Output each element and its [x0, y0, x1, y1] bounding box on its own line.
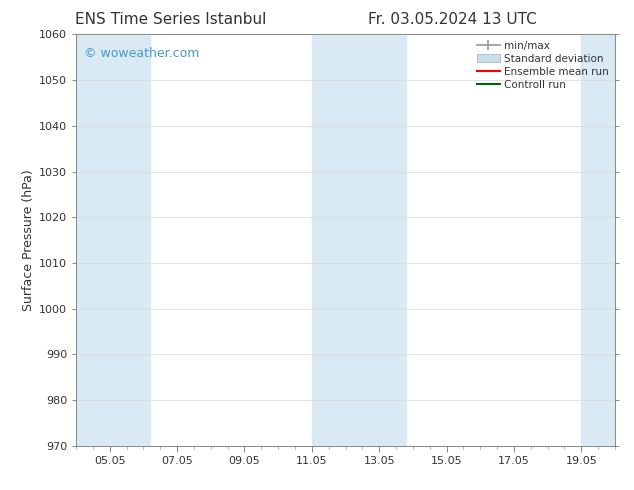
- Text: © woweather.com: © woweather.com: [84, 47, 200, 60]
- Bar: [581, 34, 615, 446]
- Text: ENS Time Series Istanbul: ENS Time Series Istanbul: [75, 12, 266, 27]
- Bar: [76, 34, 150, 446]
- Y-axis label: Surface Pressure (hPa): Surface Pressure (hPa): [22, 169, 35, 311]
- Text: Fr. 03.05.2024 13 UTC: Fr. 03.05.2024 13 UTC: [368, 12, 536, 27]
- Legend: min/max, Standard deviation, Ensemble mean run, Controll run: min/max, Standard deviation, Ensemble me…: [473, 36, 613, 94]
- Bar: [312, 34, 406, 446]
